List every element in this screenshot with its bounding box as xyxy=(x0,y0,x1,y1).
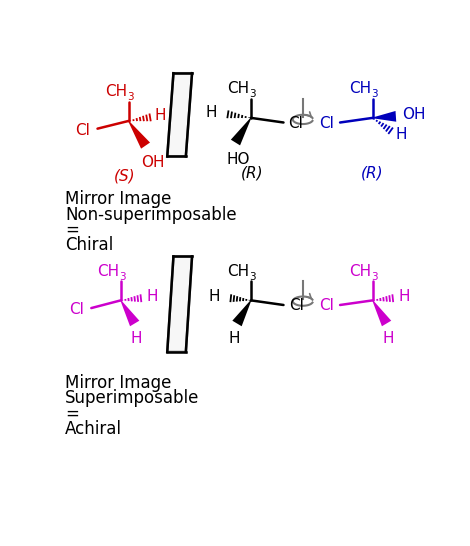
Text: =: = xyxy=(65,221,79,239)
Text: 3: 3 xyxy=(371,90,378,99)
Text: H: H xyxy=(383,331,394,346)
Text: =: = xyxy=(65,405,79,422)
Text: OH: OH xyxy=(141,155,164,170)
Polygon shape xyxy=(167,257,192,352)
Text: Cl: Cl xyxy=(289,298,304,313)
Text: OH: OH xyxy=(402,108,425,122)
Text: Superimposable: Superimposable xyxy=(65,389,199,407)
Polygon shape xyxy=(128,121,150,149)
Text: CH: CH xyxy=(227,264,250,279)
Text: CH: CH xyxy=(349,264,371,279)
Text: Mirror Image: Mirror Image xyxy=(65,373,172,391)
Text: Cl: Cl xyxy=(288,116,303,131)
Text: Cl: Cl xyxy=(75,123,90,138)
Text: H: H xyxy=(209,289,220,304)
Text: H: H xyxy=(146,289,158,304)
Text: HO: HO xyxy=(226,152,250,167)
Polygon shape xyxy=(120,300,139,327)
Text: 3: 3 xyxy=(250,272,256,282)
Text: H: H xyxy=(396,127,407,143)
Text: CH: CH xyxy=(105,85,127,99)
Text: H: H xyxy=(398,289,410,304)
Text: H: H xyxy=(155,108,166,123)
Text: Non-superimposable: Non-superimposable xyxy=(65,206,236,224)
Text: H: H xyxy=(131,331,142,346)
Text: 3: 3 xyxy=(371,272,378,282)
Text: CH: CH xyxy=(97,264,119,279)
Text: Achiral: Achiral xyxy=(65,420,122,438)
Text: 3: 3 xyxy=(127,92,133,103)
Polygon shape xyxy=(372,300,391,327)
Polygon shape xyxy=(373,111,396,122)
Text: (R): (R) xyxy=(241,165,264,181)
Text: Cl: Cl xyxy=(319,298,334,313)
Text: CH: CH xyxy=(227,81,250,96)
Text: Cl: Cl xyxy=(319,116,334,131)
Text: H: H xyxy=(205,105,217,120)
Polygon shape xyxy=(231,118,251,145)
Text: Chiral: Chiral xyxy=(65,236,113,254)
Text: Cl: Cl xyxy=(70,302,84,317)
Text: H: H xyxy=(228,331,240,346)
Polygon shape xyxy=(232,300,251,327)
Polygon shape xyxy=(167,73,192,156)
Text: (R): (R) xyxy=(361,165,384,181)
Text: CH: CH xyxy=(349,81,371,96)
Text: Mirror Image: Mirror Image xyxy=(65,190,172,208)
Text: (S): (S) xyxy=(114,169,135,183)
Text: 3: 3 xyxy=(119,272,126,282)
Text: 3: 3 xyxy=(250,90,256,99)
